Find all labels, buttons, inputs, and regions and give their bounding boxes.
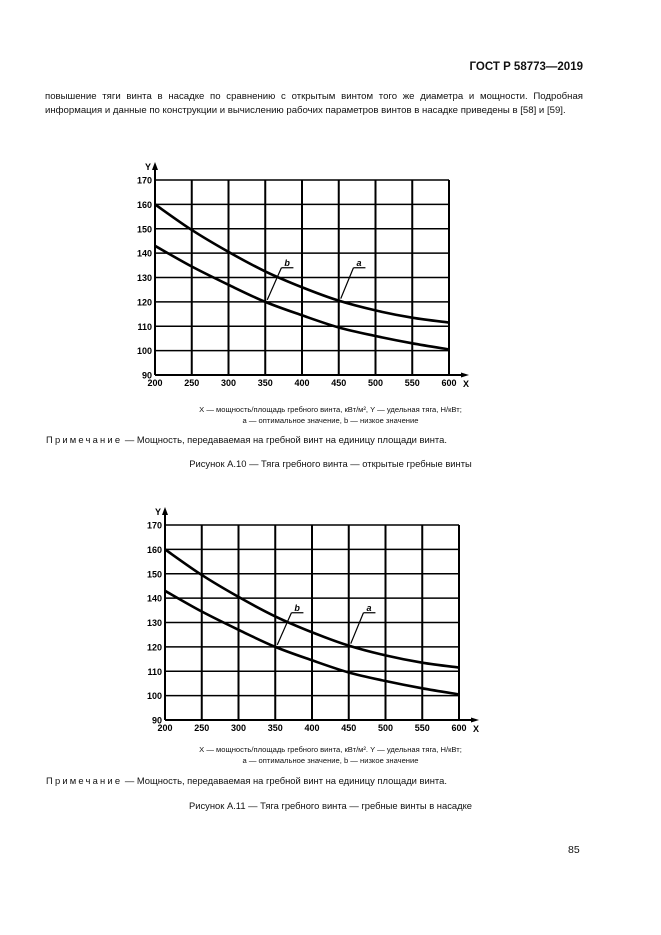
annotation-label-a: a [366, 603, 371, 613]
series-line-b [164, 589, 460, 696]
x-tick-label: 300 [231, 723, 246, 733]
x-tick-label: 500 [368, 378, 383, 388]
x-tick-label: 350 [268, 723, 283, 733]
x-axis-label: X [463, 379, 469, 389]
series-line-a [154, 203, 450, 324]
legend-line: a — оптимальное значение, b — низкое зна… [242, 756, 419, 765]
y-axis-label: Y [155, 507, 161, 517]
body-paragraph: повышение тяги винта в насадке по сравне… [45, 91, 583, 116]
annotation-leader [266, 267, 282, 301]
y-tick-label: 110 [147, 667, 162, 677]
x-tick-label: 250 [184, 378, 199, 388]
y-tick-label: 160 [147, 545, 162, 555]
y-tick-label: 130 [147, 618, 162, 628]
annotation-label-b: b [284, 258, 290, 268]
y-tick-label: 150 [147, 569, 162, 579]
y-tick-label: 100 [147, 691, 162, 701]
x-tick-label: 550 [405, 378, 420, 388]
x-tick-label: 350 [258, 378, 273, 388]
x-tick-label: 600 [441, 378, 456, 388]
x-tick-label: 500 [378, 723, 393, 733]
x-tick-label: 450 [341, 723, 356, 733]
y-tick-label: 90 [142, 371, 152, 381]
note-label: Примечание [46, 434, 123, 445]
figure-caption: Рисунок А.11 — Тяга гребного винта — гре… [188, 800, 472, 811]
y-axis-arrow-icon [162, 507, 168, 515]
x-tick-label: 200 [147, 378, 162, 388]
y-axis-arrow-icon [152, 162, 158, 170]
x-tick-label: 400 [304, 723, 319, 733]
x-tick-label: 250 [194, 723, 209, 733]
chart-figure-a10: 200 250 300 350 400 450 500 550 600 90 100 110 120 13… [137, 162, 469, 389]
annotation-label-b: b [294, 603, 300, 613]
y-tick-label: 90 [152, 716, 162, 726]
y-tick-label: 100 [137, 346, 152, 356]
document-code: ГОСТ Р 58773—2019 [469, 61, 583, 73]
x-tick-label: 300 [221, 378, 236, 388]
chart-figure-a11: 200 250 300 350 400 450 500 550 600 90 100 110 120 13… [147, 507, 479, 734]
page-number: 85 [568, 844, 580, 856]
x-axis-arrow-icon [461, 372, 469, 378]
y-tick-label: 120 [137, 297, 152, 307]
x-tick-label: 550 [415, 723, 430, 733]
x-tick-label: 400 [294, 378, 309, 388]
y-tick-label: 120 [147, 642, 162, 652]
note: Примечание — Мощность, передаваемая на г… [46, 775, 447, 786]
legend-line: a — оптимальное значение, b — низкое зна… [242, 416, 419, 425]
annotation-leader [340, 267, 355, 299]
note-text: — Мощность, передаваемая на гребной винт… [122, 775, 447, 786]
annotation-leader [276, 612, 292, 646]
y-tick-label: 160 [137, 200, 152, 210]
note-text: — Мощность, передаваемая на гребной винт… [122, 434, 447, 445]
x-axis-label: X [473, 724, 479, 734]
x-tick-label: 600 [451, 723, 466, 733]
figure-legend: X — мощность/площадь гребного винта, кВт… [0, 744, 661, 766]
legend-line: X — мощность/площадь гребного винта, кВт… [199, 745, 462, 754]
series-line-a [164, 548, 460, 669]
note: Примечание — Мощность, передаваемая на г… [46, 434, 447, 445]
y-tick-label: 170 [137, 176, 152, 186]
annotation-leader [350, 612, 365, 644]
y-tick-label: 140 [137, 249, 152, 259]
y-tick-label: 170 [147, 521, 162, 531]
series-line-b [154, 244, 450, 351]
y-tick-label: 110 [137, 322, 152, 332]
y-axis-label: Y [145, 162, 151, 172]
x-tick-label: 200 [157, 723, 172, 733]
y-tick-label: 130 [137, 273, 152, 283]
figure-caption: Рисунок А.10 — Тяга гребного винта — отк… [189, 458, 472, 469]
x-axis-arrow-icon [471, 717, 479, 723]
x-tick-label: 450 [331, 378, 346, 388]
y-tick-label: 150 [137, 224, 152, 234]
figure-legend: X — мощность/площадь гребного винта, кВт… [0, 404, 661, 426]
legend-line: X — мощность/площадь гребного винта, кВт… [199, 405, 462, 414]
y-tick-label: 140 [147, 594, 162, 604]
annotation-label-a: a [356, 258, 361, 268]
note-label: Примечание [46, 775, 123, 786]
